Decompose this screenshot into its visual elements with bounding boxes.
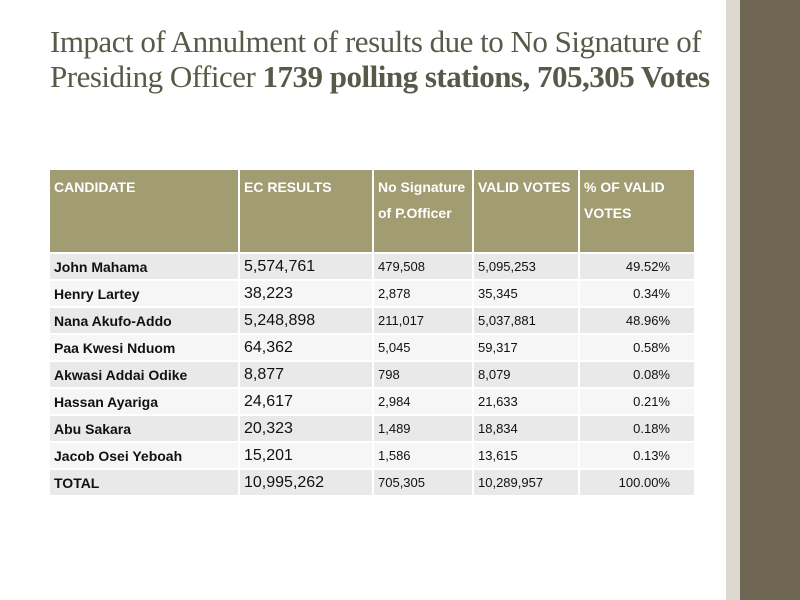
table-cell: 8,877 [240, 362, 372, 387]
results-table: CANDIDATE EC RESULTS No Signature of P.Off… [48, 168, 696, 497]
table-cell: 0.13% [580, 443, 694, 468]
table-cell: Abu Sakara [50, 416, 238, 441]
column-header: No Signature of P.Officer [374, 170, 472, 252]
table-cell: John Mahama [50, 254, 238, 279]
table-cell: Henry Lartey [50, 281, 238, 306]
table-cell: 705,305 [374, 470, 472, 495]
table-cell: 10,289,957 [474, 470, 578, 495]
table-cell: 5,095,253 [474, 254, 578, 279]
table-cell: 2,984 [374, 389, 472, 414]
table-row: Nana Akufo-Addo 5,248,898 211,017 5,037,881… [50, 308, 694, 333]
table-row: TOTAL 10,995,262 705,305 10,289,957 100.00% [50, 470, 694, 495]
table-row: Henry Lartey 38,223 2,878 35,345 0.34% [50, 281, 694, 306]
table-cell: 15,201 [240, 443, 372, 468]
column-header: % OF VALID VOTES [580, 170, 694, 252]
table-cell: 13,615 [474, 443, 578, 468]
column-header: EC RESULTS [240, 170, 372, 252]
table-row: Abu Sakara 20,323 1,489 18,834 0.18% [50, 416, 694, 441]
side-band [740, 0, 800, 600]
table-cell: 1,489 [374, 416, 472, 441]
table-cell: Jacob Osei Yeboah [50, 443, 238, 468]
table-cell: 59,317 [474, 335, 578, 360]
table-cell: Hassan Ayariga [50, 389, 238, 414]
table-cell: Nana Akufo-Addo [50, 308, 238, 333]
table-cell: 479,508 [374, 254, 472, 279]
table-cell: 0.58% [580, 335, 694, 360]
column-header: CANDIDATE [50, 170, 238, 252]
table-cell: 5,045 [374, 335, 472, 360]
table-cell: 18,834 [474, 416, 578, 441]
table-cell: 21,633 [474, 389, 578, 414]
table-row: Akwasi Addai Odike 8,877 798 8,079 0.08% [50, 362, 694, 387]
table-cell: 20,323 [240, 416, 372, 441]
table-cell: 35,345 [474, 281, 578, 306]
table-cell: Akwasi Addai Odike [50, 362, 238, 387]
column-header: VALID VOTES [474, 170, 578, 252]
table-cell: 0.08% [580, 362, 694, 387]
header-row: CANDIDATE EC RESULTS No Signature of P.Off… [50, 170, 694, 252]
table-row: Jacob Osei Yeboah 15,201 1,586 13,615 0.13% [50, 443, 694, 468]
table-cell: 8,079 [474, 362, 578, 387]
table-row: John Mahama 5,574,761 479,508 5,095,253 49.5… [50, 254, 694, 279]
table-row: Paa Kwesi Nduom 64,362 5,045 59,317 0.58% [50, 335, 694, 360]
table-cell: 48.96% [580, 308, 694, 333]
table-cell: 2,878 [374, 281, 472, 306]
side-stripe [726, 0, 740, 600]
table-cell: 798 [374, 362, 472, 387]
title-bold: 1739 polling stations, 705,305 Votes [262, 59, 711, 94]
table-cell: 5,574,761 [240, 254, 372, 279]
table-cell: 5,248,898 [240, 308, 372, 333]
table-cell: 0.18% [580, 416, 694, 441]
table-row: Hassan Ayariga 24,617 2,984 21,633 0.21% [50, 389, 694, 414]
table-cell: 1,586 [374, 443, 472, 468]
table-cell: 211,017 [374, 308, 472, 333]
table-cell: 49.52% [580, 254, 694, 279]
table-cell: Paa Kwesi Nduom [50, 335, 238, 360]
table-cell: 64,362 [240, 335, 372, 360]
table-cell: 10,995,262 [240, 470, 372, 495]
table-cell: 5,037,881 [474, 308, 578, 333]
table-cell: 0.21% [580, 389, 694, 414]
table-cell: 0.34% [580, 281, 694, 306]
table-cell: TOTAL [50, 470, 238, 495]
table-cell: 100.00% [580, 470, 694, 495]
table-cell: 38,223 [240, 281, 372, 306]
title-plain: Impact of Annulment of results due to No… [50, 24, 702, 94]
table-cell: 24,617 [240, 389, 372, 414]
slide-title: Impact of Annulment of results due to No… [50, 24, 710, 94]
